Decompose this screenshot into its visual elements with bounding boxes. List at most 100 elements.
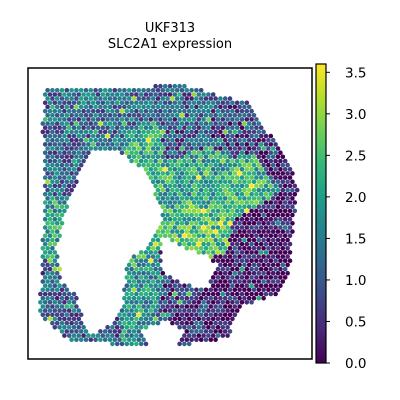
- expression-spot: [201, 300, 206, 305]
- expression-spot: [273, 233, 278, 239]
- expression-spot: [150, 171, 156, 176]
- expression-spot: [114, 100, 120, 106]
- expression-spot: [222, 312, 228, 318]
- expression-spot: [186, 150, 192, 155]
- expression-spot: [220, 183, 226, 189]
- expression-spot: [88, 96, 94, 101]
- expression-spot: [290, 229, 295, 234]
- expression-spot: [222, 196, 228, 201]
- expression-spot: [184, 246, 190, 251]
- expression-spot: [266, 262, 271, 268]
- expression-spot: [155, 187, 161, 193]
- expression-spot: [174, 287, 180, 293]
- expression-spot: [174, 312, 180, 318]
- chart-title: UKF313: [144, 21, 196, 36]
- expression-spot: [184, 146, 190, 151]
- expression-spot: [42, 200, 48, 205]
- expression-spot: [230, 241, 235, 247]
- expression-spot: [107, 137, 113, 143]
- expression-spot: [213, 237, 218, 243]
- expression-spot: [198, 154, 204, 160]
- expression-spot: [273, 191, 278, 197]
- expression-spot: [196, 308, 202, 313]
- expression-spot: [254, 233, 259, 239]
- expression-spot: [232, 196, 238, 201]
- expression-spot: [114, 341, 120, 347]
- expression-spot: [138, 108, 144, 114]
- expression-spot: [170, 196, 175, 201]
- expression-spot: [261, 129, 266, 135]
- expression-spot: [50, 96, 55, 101]
- expression-spot: [165, 304, 170, 309]
- expression-spot: [191, 142, 197, 147]
- expression-spot: [258, 266, 264, 272]
- expression-spot: [278, 250, 283, 255]
- expression-spot: [285, 270, 290, 276]
- expression-spot: [222, 212, 228, 218]
- expression-spot: [270, 246, 276, 251]
- expression-spot: [246, 187, 252, 193]
- expression-spot: [162, 83, 168, 89]
- expression-spot: [189, 88, 194, 93]
- expression-spot: [237, 104, 242, 110]
- expression-spot: [102, 146, 108, 151]
- expression-spot: [189, 187, 194, 193]
- expression-spot: [198, 320, 204, 326]
- expression-spot: [93, 337, 98, 343]
- expression-spot: [278, 175, 283, 180]
- expression-spot: [62, 325, 67, 330]
- expression-spot: [172, 225, 178, 230]
- expression-spot: [227, 129, 233, 135]
- expression-spot: [74, 304, 79, 309]
- expression-spot: [158, 225, 163, 230]
- expression-spot: [244, 283, 250, 289]
- expression-spot: [59, 295, 65, 301]
- expression-spot: [232, 304, 238, 309]
- expression-spot: [95, 108, 101, 114]
- expression-spot: [155, 113, 161, 118]
- expression-spot: [208, 237, 214, 243]
- expression-spot: [141, 320, 146, 326]
- expression-spot: [220, 316, 226, 322]
- expression-spot: [141, 312, 146, 318]
- expression-spot: [196, 191, 202, 197]
- expression-spot: [198, 246, 204, 251]
- expression-spot: [270, 154, 276, 160]
- expression-spot: [244, 125, 250, 130]
- expression-spot: [244, 142, 250, 147]
- expression-spot: [122, 129, 127, 135]
- expression-spot: [177, 158, 182, 164]
- expression-spot: [155, 146, 161, 151]
- expression-spot: [287, 258, 293, 264]
- expression-spot: [119, 108, 125, 114]
- expression-spot: [131, 254, 137, 259]
- expression-spot: [254, 283, 259, 289]
- expression-spot: [213, 212, 218, 218]
- expression-spot: [45, 137, 50, 143]
- expression-spot: [186, 191, 192, 197]
- expression-spot: [74, 329, 79, 334]
- expression-spot: [126, 337, 132, 343]
- expression-spot: [153, 125, 158, 130]
- expression-spot: [170, 229, 175, 234]
- expression-spot: [268, 233, 274, 239]
- expression-spot: [230, 225, 235, 230]
- expression-spot: [244, 117, 250, 122]
- expression-spot: [268, 275, 274, 280]
- expression-spot: [258, 275, 264, 280]
- expression-spot: [256, 237, 262, 243]
- expression-spot: [179, 196, 185, 201]
- expression-spot: [290, 212, 295, 218]
- expression-spot: [47, 241, 53, 247]
- expression-spot: [172, 133, 178, 139]
- expression-spot: [150, 262, 156, 268]
- expression-spot: [234, 150, 240, 155]
- expression-spot: [191, 167, 197, 172]
- expression-spot: [59, 329, 65, 334]
- expression-spot: [213, 154, 218, 160]
- expression-spot: [45, 162, 50, 168]
- expression-spot: [230, 233, 235, 239]
- expression-spot: [158, 108, 163, 114]
- expression-spot: [227, 104, 233, 110]
- expression-spot: [143, 142, 149, 147]
